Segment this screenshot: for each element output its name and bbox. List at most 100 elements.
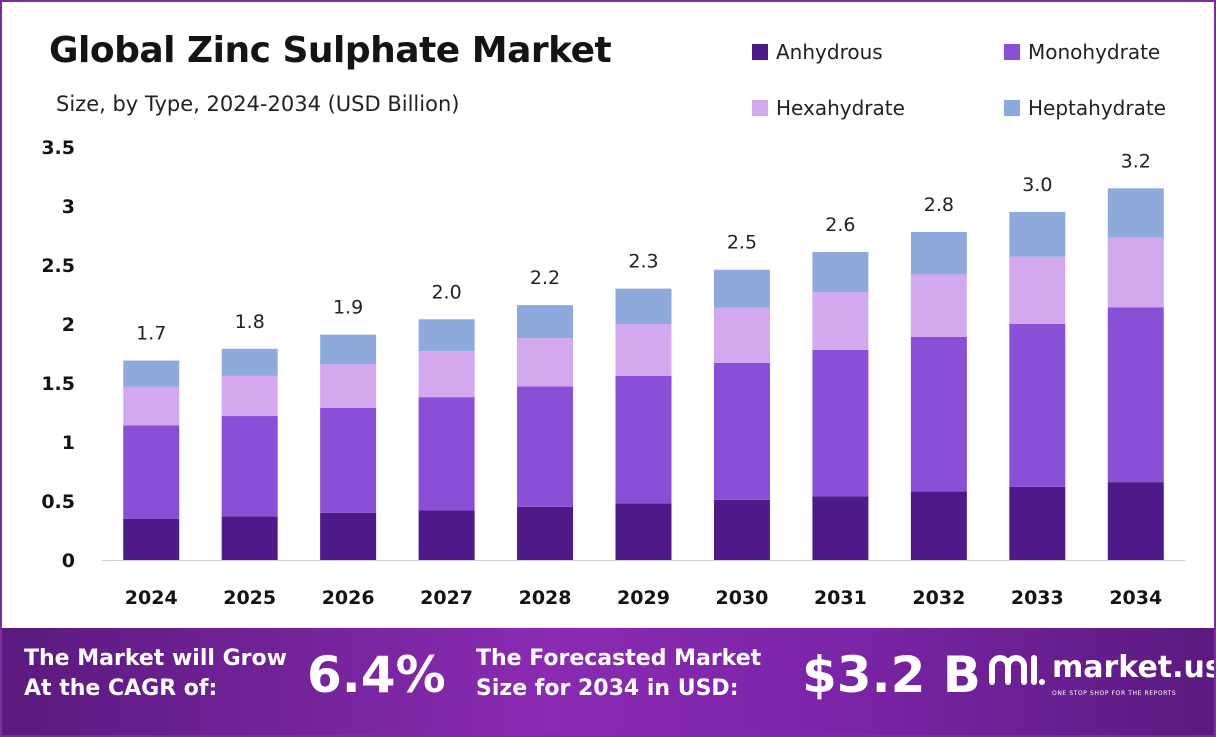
bar-segment-anhydrous [418,510,475,560]
y-tick-label: 0.5 [41,491,75,513]
bar-total-label: 2.3 [628,251,658,273]
brand-tagline: ONE STOP SHOP FOR THE REPORTS [1052,690,1177,697]
summary-banner: The Market will Grow At the CAGR of: 6.4… [2,628,1214,735]
chart-legend: Anhydrous Monohydrate Hexahydrate Heptah… [752,36,1202,136]
forecast-label-line2: Size for 2034 in USD: [476,676,739,701]
bar-total-label: 2.0 [431,281,461,303]
x-tick-label: 2032 [912,587,965,609]
bar-segment-anhydrous [320,512,377,560]
bar-segment-hexahydrate [517,338,574,387]
bar-segment-hexahydrate [615,324,672,376]
bar-segment-heptahydrate [517,305,574,339]
legend-swatch-monohydrate [1004,44,1020,60]
bar-segment-heptahydrate [320,334,377,365]
bar-segment-heptahydrate [910,231,967,275]
bar-segment-monohydrate [221,416,278,517]
bar-total-label: 1.8 [235,311,265,333]
bar-segment-monohydrate [517,386,574,507]
legend-swatch-heptahydrate [1004,100,1020,116]
bar-segment-monohydrate [123,425,180,519]
bar-segment-monohydrate [713,362,770,500]
bar-segment-anhydrous [221,516,278,560]
bar-total-label: 2.5 [727,232,757,254]
forecast-value: $3.2 B [802,646,981,704]
bar-segment-monohydrate [910,336,967,492]
bar-segment-anhydrous [910,491,967,560]
x-tick-label: 2030 [716,587,769,609]
legend-swatch-hexahydrate [752,100,768,116]
bar-total-label: 3.2 [1121,150,1151,172]
bar-segment-heptahydrate [615,288,672,324]
market-us-logo-icon [989,655,1045,685]
bar-segment-anhydrous [517,506,574,560]
bar-segment-hexahydrate [1009,256,1066,324]
bar-segment-heptahydrate [1009,211,1066,257]
y-tick-label: 3 [62,196,75,218]
bar-segment-hexahydrate [221,375,278,417]
x-tick-label: 2028 [519,587,572,609]
x-tick-label: 2027 [420,587,473,609]
bar-segment-anhydrous [1107,482,1164,560]
bar-segment-monohydrate [615,375,672,504]
bar-segment-hexahydrate [320,364,377,408]
y-tick-label: 1 [62,432,75,454]
bar-segment-anhydrous [713,499,770,560]
bar-segment-hexahydrate [713,307,770,363]
y-tick-label: 0 [62,550,75,572]
y-tick-label: 2.5 [41,255,75,277]
legend-label-monohydrate: Monohydrate [1028,40,1161,64]
bar-segment-anhydrous [123,518,180,560]
bar-total-label: 2.2 [530,267,560,289]
bar-segment-heptahydrate [1107,188,1164,238]
bar-segment-hexahydrate [418,351,475,398]
bar-segment-heptahydrate [812,252,869,293]
chart-title: Global Zinc Sulphate Market [49,30,612,71]
y-tick-label: 2 [62,314,75,336]
bar-total-label: 1.9 [333,297,363,319]
bar-total-label: 2.6 [825,214,855,236]
bar-segment-hexahydrate [910,274,967,337]
cagr-label-line1: The Market will Grow [24,646,287,671]
bar-segment-heptahydrate [418,319,475,352]
legend-label-anhydrous: Anhydrous [776,40,883,64]
bar-segment-monohydrate [418,397,475,511]
y-tick-label: 1.5 [41,373,75,395]
legend-swatch-anhydrous [752,44,768,60]
bar-segment-heptahydrate [123,360,180,387]
legend-item-heptahydrate: Heptahydrate [1004,96,1166,120]
bar-segment-anhydrous [812,496,869,560]
bar-total-label: 1.7 [136,323,166,345]
bar-segment-heptahydrate [713,269,770,308]
chart-subtitle: Size, by Type, 2024-2034 (USD Billion) [56,92,460,116]
forecast-label-line1: The Forecasted Market [476,646,762,671]
x-tick-label: 2026 [322,587,375,609]
bar-segment-monohydrate [1009,324,1066,487]
cagr-value: 6.4% [307,646,446,704]
brand-name: market.us [1052,650,1216,685]
legend-item-monohydrate: Monohydrate [1004,40,1160,64]
bar-segment-anhydrous [615,503,672,560]
x-tick-label: 2034 [1109,587,1162,609]
forecast-label: The Forecasted Market Size for 2034 in U… [476,644,761,704]
legend-label-heptahydrate: Heptahydrate [1028,96,1166,120]
x-tick-label: 2024 [125,587,178,609]
legend-item-hexahydrate: Hexahydrate [752,96,905,120]
bar-segment-hexahydrate [123,386,180,426]
bar-segment-monohydrate [1107,307,1164,483]
bar-segment-hexahydrate [812,292,869,350]
brand-block: market.us ONE STOP SHOP FOR THE REPORTS [988,650,1214,710]
bar-segment-monohydrate [812,349,869,497]
bar-segment-anhydrous [1009,486,1066,560]
x-tick-label: 2031 [814,587,867,609]
x-tick-label: 2025 [223,587,276,609]
stacked-bar-chart: 0 0.5 1 1.5 2 2.5 3 3.5 1.7 2024 1.8 2025 1.9 2026 2.0… [41,137,1185,609]
x-tick-label: 2033 [1011,587,1064,609]
cagr-label: The Market will Grow At the CAGR of: [24,644,287,704]
x-tick-label: 2029 [617,587,670,609]
bar-segment-hexahydrate [1107,237,1164,308]
legend-label-hexahydrate: Hexahydrate [776,96,905,120]
y-tick-label: 3.5 [41,137,75,159]
bar-segment-monohydrate [320,407,377,513]
bar-total-label: 2.8 [924,194,954,216]
